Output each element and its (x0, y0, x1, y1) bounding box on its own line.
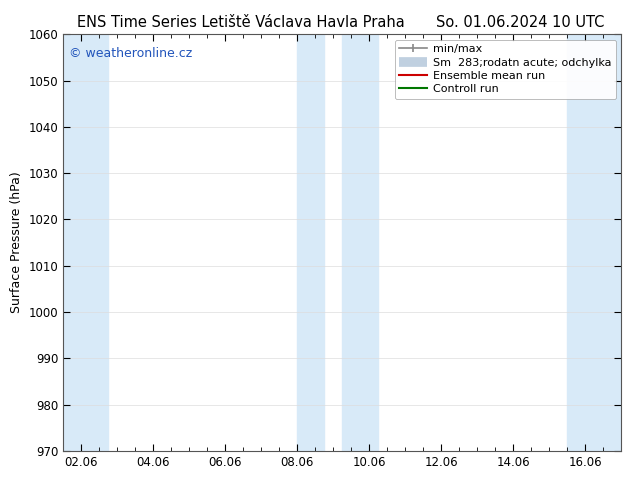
Legend: min/max, Sm  283;rodatn acute; odchylka, Ensemble mean run, Controll run: min/max, Sm 283;rodatn acute; odchylka, … (395, 40, 616, 99)
Text: So. 01.06.2024 10 UTC: So. 01.06.2024 10 UTC (436, 15, 604, 30)
Bar (63, 34, 108, 451)
Y-axis label: Surface Pressure (hPa): Surface Pressure (hPa) (10, 172, 23, 314)
Text: ENS Time Series Letiště Václava Havla Praha: ENS Time Series Letiště Václava Havla Pr… (77, 15, 404, 30)
Bar (567, 34, 621, 451)
Bar (342, 34, 378, 451)
Bar (297, 34, 325, 451)
Text: © weatheronline.cz: © weatheronline.cz (69, 47, 192, 60)
